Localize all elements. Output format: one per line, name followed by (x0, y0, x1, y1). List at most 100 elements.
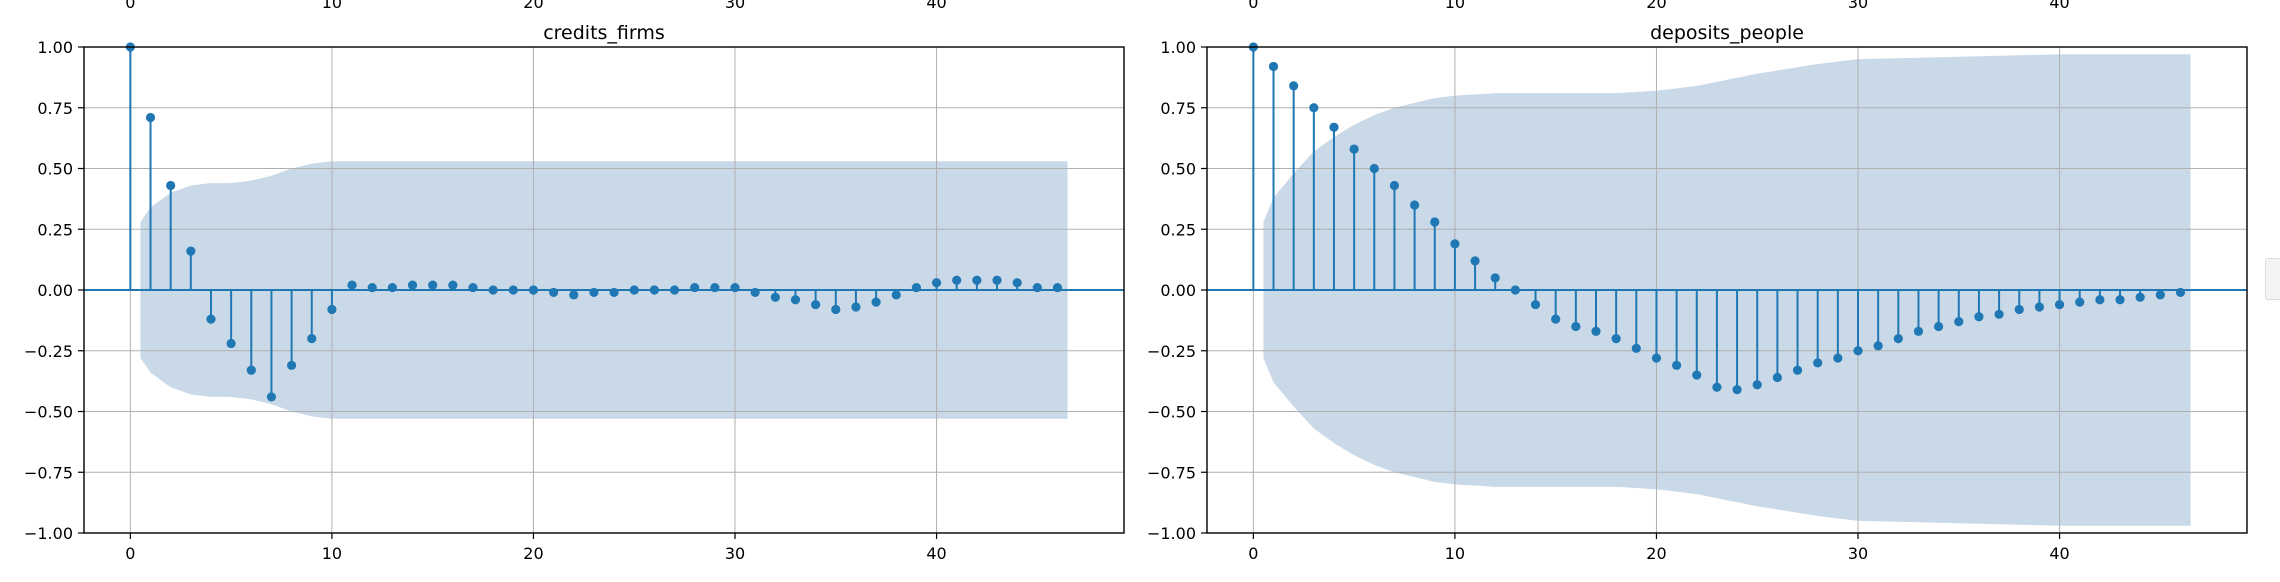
acf-point (528, 285, 539, 295)
acf-point (1651, 353, 1662, 363)
acf-point (891, 290, 901, 300)
acf-point (1309, 103, 1319, 113)
acf-point (549, 287, 559, 298)
acf-point (2034, 302, 2045, 312)
acf-point (1268, 61, 1279, 72)
acf-point (972, 275, 982, 285)
acf-point (1012, 278, 1022, 288)
acf-point (327, 304, 337, 315)
y-tick-label: −0.50 (24, 403, 73, 422)
x-tick-label: 20 (1646, 544, 1666, 563)
acf-point (1752, 380, 1762, 390)
chart-title: credits_firms (543, 22, 665, 44)
x-tick-label-above: 40 (926, 0, 946, 12)
x-tick-label: 10 (1445, 544, 1465, 563)
acf-point (629, 285, 639, 295)
acf-point (790, 295, 801, 305)
scroll-handle[interactable] (2265, 258, 2280, 300)
acf-point (1853, 346, 1863, 356)
acf-point (2135, 292, 2145, 302)
acf-point (569, 290, 579, 300)
acf-point (1409, 200, 1420, 210)
acf-point (407, 280, 418, 290)
y-tick-label: 0.75 (1160, 99, 1196, 118)
axes-layer: 0 0 10 10 20 20 30 30 40 40 −1.00 −0.75 −0.50 −0.25 0.… (24, 0, 1125, 563)
acf-point (851, 302, 861, 312)
acf-point (1349, 144, 1359, 154)
acf-point (1934, 321, 1944, 332)
x-tick-label: 40 (926, 544, 946, 563)
acf-point (488, 285, 498, 295)
y-tick-label: 0.00 (1160, 281, 1196, 300)
acf-point (931, 278, 942, 288)
acf-point (347, 280, 357, 290)
x-tick-label-above: 30 (725, 0, 745, 12)
y-tick-label: −0.25 (1147, 342, 1196, 361)
acf-point (770, 292, 780, 302)
x-tick-label: 0 (125, 544, 135, 563)
acf-point (2014, 304, 2024, 315)
acf-point (468, 282, 478, 293)
y-tick-label: 1.00 (1160, 38, 1196, 57)
x-tick-label-above: 10 (1445, 0, 1465, 12)
x-tick-label-above: 10 (322, 0, 342, 12)
x-tick-label: 30 (1848, 544, 1868, 563)
x-tick-label-above: 40 (2049, 0, 2069, 12)
acf-point (307, 334, 317, 344)
acf-point (1732, 385, 1742, 395)
acf-point (186, 246, 196, 256)
acf-point (387, 282, 397, 293)
acf-point (2095, 295, 2105, 305)
acf-point (1571, 321, 1581, 332)
y-tick-label: −0.50 (1147, 403, 1196, 422)
acf-point (669, 285, 680, 295)
acf-point (1954, 316, 1964, 327)
x-tick-label: 10 (322, 544, 342, 563)
y-tick-label: −0.75 (24, 463, 73, 482)
acf-point (367, 282, 377, 293)
acf-point (1490, 273, 1500, 283)
x-tick-label-above: 0 (125, 0, 135, 12)
acf-point (1611, 334, 1621, 344)
y-tick-label: −1.00 (24, 524, 73, 543)
acf-point (286, 360, 297, 370)
acf-point (1530, 299, 1541, 310)
stems-layer (1207, 42, 2247, 395)
acf-point (1994, 309, 2004, 319)
y-tick-label: 0.75 (37, 99, 73, 118)
acf-point (1052, 282, 1063, 293)
acf-point (145, 112, 156, 123)
acf-point (1772, 372, 1782, 383)
chart-title: deposits_people (1650, 22, 1804, 44)
acf-point (2075, 297, 2085, 307)
acf-point (1032, 282, 1042, 293)
acf-point (1389, 180, 1400, 191)
acf-point (508, 285, 518, 295)
y-tick-label: 1.00 (37, 38, 73, 57)
acf-point (428, 280, 438, 290)
acf-point (226, 338, 236, 349)
acf-point (1591, 326, 1601, 336)
y-tick-label: 0.50 (37, 160, 73, 179)
acf-point (246, 365, 256, 375)
acf-point (1430, 217, 1440, 227)
x-tick-label: 0 (1248, 544, 1258, 563)
y-tick-label: 0.50 (1160, 160, 1196, 179)
acf-point (2115, 295, 2125, 305)
acf-point (2155, 290, 2165, 300)
acf-point (448, 280, 458, 290)
acf-point (1551, 314, 1561, 324)
acf-point (1369, 163, 1379, 174)
y-tick-label: 0.25 (37, 220, 73, 239)
acf-point (690, 282, 700, 293)
acf-point (811, 299, 821, 310)
acf-point (589, 287, 599, 298)
stems-layer (84, 42, 1124, 402)
x-tick-label: 30 (725, 544, 745, 563)
acf-point (1712, 382, 1722, 392)
acf-point (266, 392, 277, 402)
acf-point (1873, 341, 1883, 351)
acf-point (952, 275, 962, 285)
x-tick-label: 20 (523, 544, 543, 563)
